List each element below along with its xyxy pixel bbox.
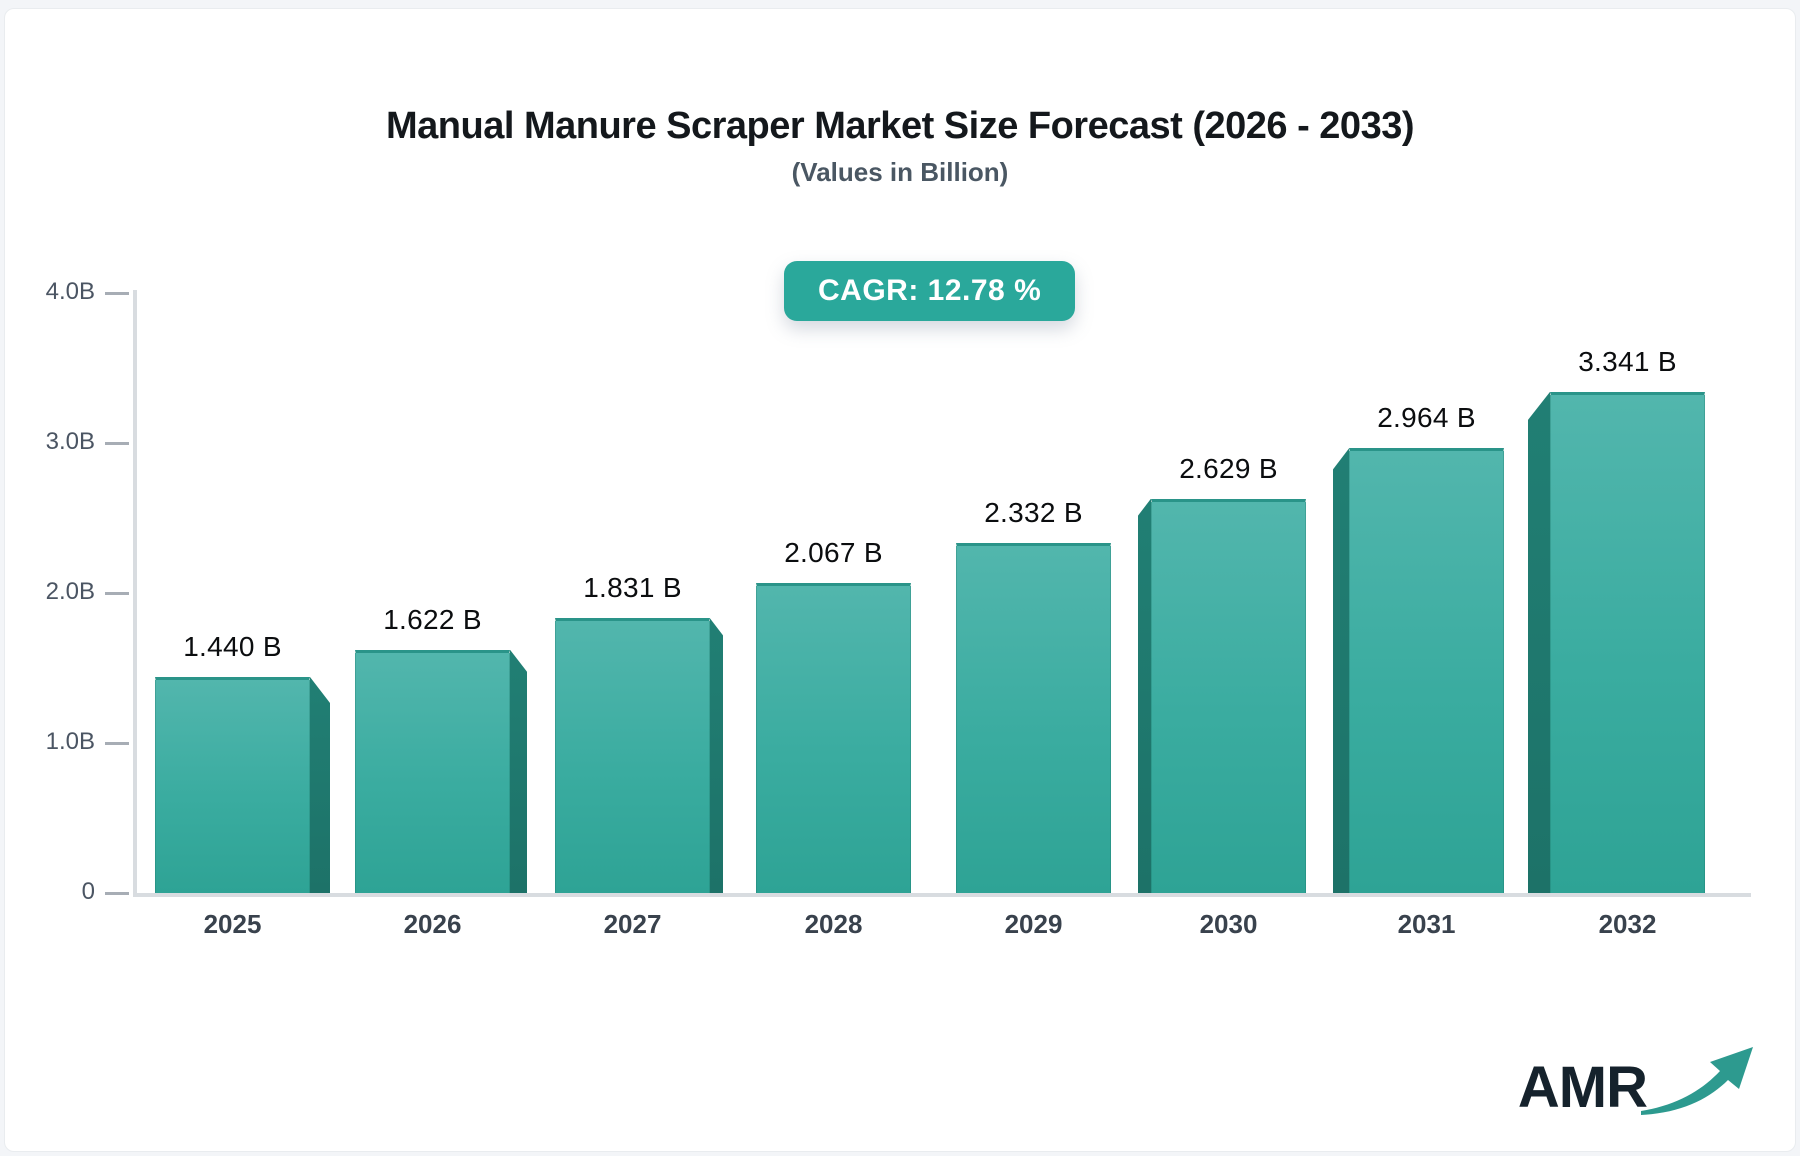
bar-2028: [756, 582, 911, 893]
bar-side-2026: [510, 649, 527, 893]
x-axis-line: [133, 893, 1751, 897]
x-label-2026: 2026: [403, 909, 462, 939]
chart-subtitle: (Values in Billion): [791, 157, 1009, 187]
bar-value-2030: 2.629 B: [1179, 452, 1278, 484]
y-tick-dash-1.0B: [105, 742, 129, 745]
bar-side-2030: [1138, 498, 1151, 893]
bar-value-2026: 1.622 B: [383, 603, 482, 635]
chart-title: Manual Manure Scraper Market Size Foreca…: [385, 105, 1415, 147]
y-tick-label-2.0B: 2.0B: [45, 578, 95, 605]
bar-value-2027: 1.831 B: [583, 572, 682, 604]
bar-2025: [155, 677, 310, 893]
x-label-2028: 2028: [804, 909, 863, 939]
cagr-badge: CAGR: 12.78 %: [784, 261, 1076, 321]
x-label-2029: 2029: [1004, 909, 1063, 939]
y-axis-line: [133, 290, 137, 897]
bar-value-2025: 1.440 B: [183, 631, 282, 662]
y-tick-label-0: 0: [81, 878, 95, 905]
bar-side-2025: [310, 677, 330, 893]
bar-value-2032: 3.341 B: [1578, 345, 1677, 377]
bar-side-2032: [1528, 391, 1550, 893]
amr-logo-text: AMR: [1517, 1055, 1648, 1120]
bar-side-2031: [1333, 448, 1349, 893]
x-label-2025: 2025: [203, 909, 262, 939]
y-tick-label-1.0B: 1.0B: [45, 728, 95, 755]
bar-2029: [956, 543, 1111, 893]
bar-2030: [1151, 498, 1306, 893]
y-tick-dash-3.0B: [105, 442, 129, 445]
bar-2031: [1349, 448, 1504, 893]
x-label-2027: 2027: [603, 909, 662, 939]
y-tick-dash-2.0B: [105, 592, 129, 595]
bar-2026: [355, 649, 510, 893]
bar-value-2028: 2.067 B: [784, 536, 883, 568]
y-tick-dash-0: [105, 892, 129, 895]
x-label-2031: 2031: [1397, 909, 1456, 939]
x-label-2032: 2032: [1598, 909, 1657, 939]
bar-2032: [1550, 391, 1705, 893]
bar-2027: [555, 618, 710, 893]
y-tick-label-4.0B: 4.0B: [45, 278, 95, 305]
x-label-2030: 2030: [1199, 909, 1258, 939]
bar-side-2027: [710, 618, 723, 893]
growth-arrow-icon: [1641, 1047, 1753, 1115]
y-tick-label-3.0B: 3.0B: [45, 428, 95, 455]
y-tick-dash-4.0B: [105, 292, 129, 295]
amr-logo: AMR: [1518, 1041, 1763, 1117]
bar-value-2029: 2.332 B: [984, 497, 1083, 529]
chart-card: Manual Manure Scraper Market Size Foreca…: [4, 8, 1796, 1152]
bar-value-2031: 2.964 B: [1377, 402, 1476, 434]
